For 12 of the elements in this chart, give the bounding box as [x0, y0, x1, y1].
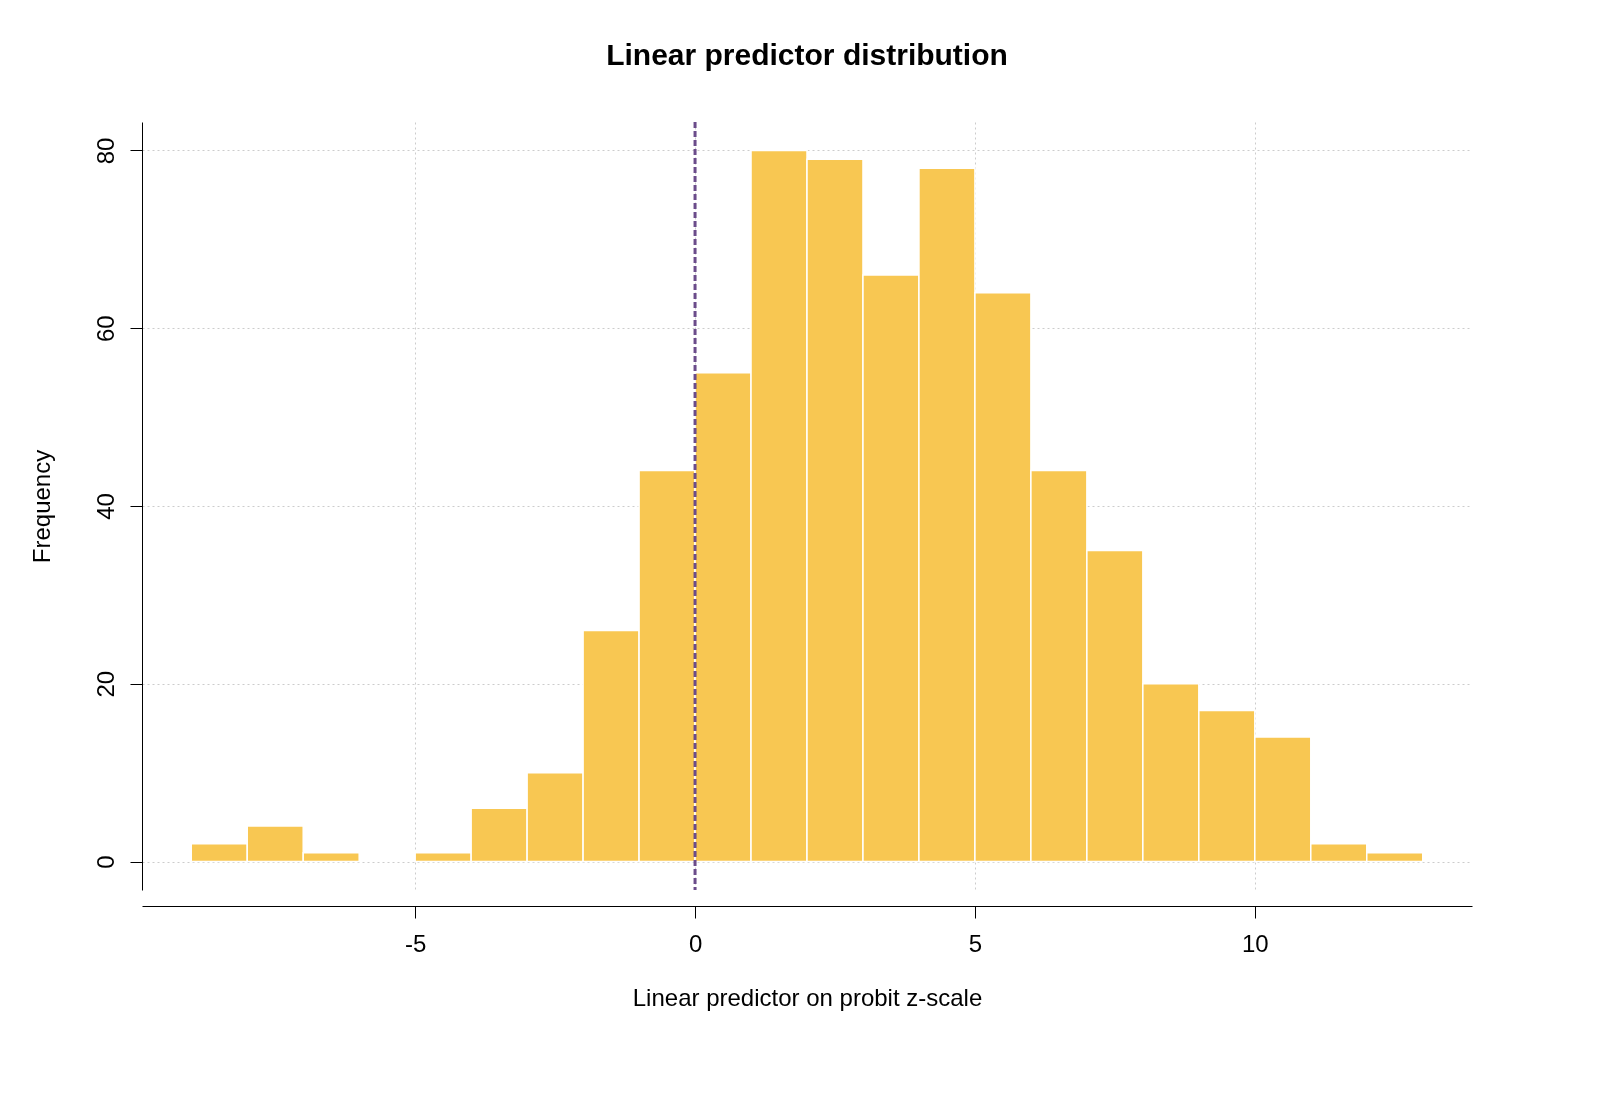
y-tick-label: 0 [91, 855, 119, 869]
y-tick-label: 60 [91, 315, 119, 343]
x-tick-label: 0 [688, 929, 703, 957]
x-tick-label: 10 [1241, 929, 1269, 957]
x-tick-label: 5 [968, 929, 983, 957]
y-tick-label: 80 [91, 137, 119, 165]
chart-title: Linear predictor distribution [606, 37, 1008, 71]
y-tick-label: 20 [91, 670, 119, 698]
x-axis-title: Linear predictor on probit z-scale [632, 983, 983, 1011]
y-tick-label: 40 [91, 493, 119, 520]
y-axis-title: Frequency [27, 449, 55, 564]
x-tick-label: -5 [404, 929, 427, 957]
